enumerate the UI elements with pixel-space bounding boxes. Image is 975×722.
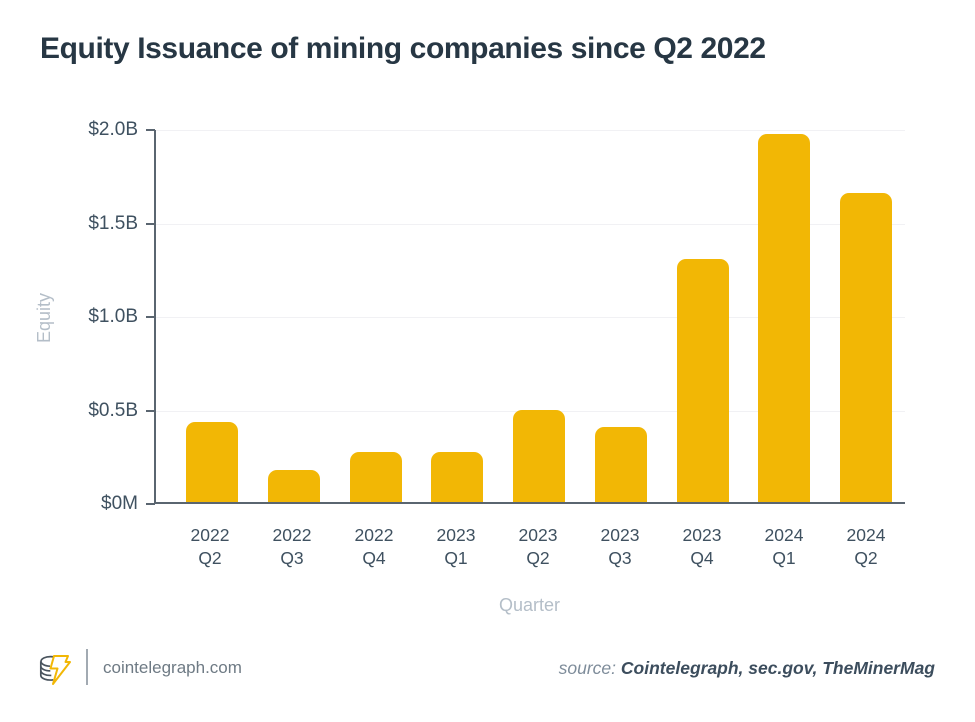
x-axis-title: Quarter [498,595,561,615]
x-tick-label-2022-q2: 2022 Q2 [190,525,230,568]
y-tick-label: $2.0B [88,119,138,140]
bar-2023-q2 [513,410,565,502]
bar-series [156,130,905,502]
y-tick-label: $1.0B [88,306,138,327]
x-axis-tick-labels: 2022 Q2 2022 Q3 2022 Q4 2023 Q1 2023 Q2 2023 Q3 2023… [154,524,905,570]
y-tick-mark [146,409,155,412]
source-text: Cointelegraph, sec.gov, TheMinerMag [620,658,935,678]
y-tick-mark [146,222,155,225]
x-tick-label-2024-q1: 2024 Q1 [764,525,804,568]
chart-title: Equity Issuance of mining companies sinc… [40,32,766,65]
x-tick-label-2024-q2: 2024 Q2 [846,525,886,568]
y-axis-title: Equity [34,292,54,344]
gridline [156,130,905,131]
bar-2023-q1 [431,452,484,502]
bar-2022-q4 [349,452,402,502]
bar-2022-q2 [186,422,238,502]
bar-2022-q3 [267,470,320,502]
x-tick-label-2022-q3: 2022 Q3 [272,525,312,568]
brand-url: cointelegraph.com [103,658,242,677]
bar-2023-q4 [676,259,729,502]
y-tick-mark [146,129,155,131]
y-tick-mark [146,503,155,505]
source-attribution: source: Cointelegraph, sec.gov, TheMiner… [559,658,935,679]
bar-2023-q3 [594,427,647,502]
y-axis-tick-labels: $2.0B $1.5B $1.0B $0.5B $0M [0,119,138,514]
source-prefix: source: [558,658,617,678]
y-tick-label: $1.5B [88,212,138,234]
y-tick-label: $0M [101,493,138,514]
gridline [156,317,905,318]
x-tick-label-2022-q4: 2022 Q4 [354,525,394,568]
x-tick-label-2023-q3: 2023 Q3 [600,525,640,568]
gridline [156,223,905,225]
bar-2024-q1 [758,134,811,502]
x-tick-label-2023-q4: 2023 Q4 [682,525,722,568]
footer-divider [86,649,88,685]
cointelegraph-logo-icon [39,655,71,685]
plot-area [146,129,905,505]
y-tick-mark [146,316,155,318]
bar-2024-q2 [840,193,892,502]
y-tick-label: $0.5B [88,399,138,421]
x-tick-label-2023-q2: 2023 Q2 [518,525,558,568]
x-tick-label-2023-q1: 2023 Q1 [436,525,476,568]
